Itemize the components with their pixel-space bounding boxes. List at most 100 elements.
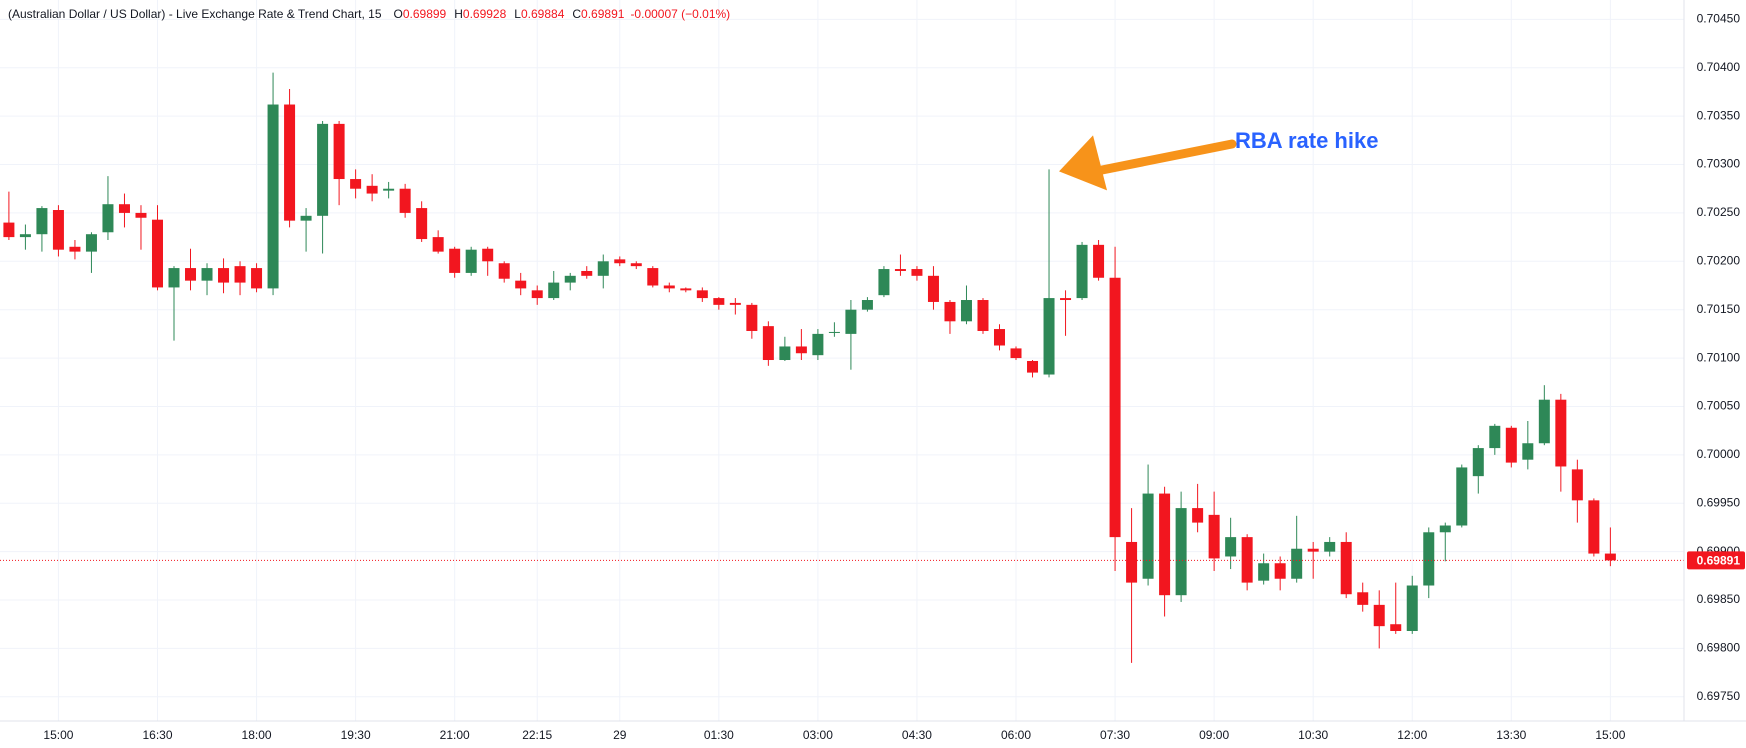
candle-body bbox=[201, 268, 213, 281]
candle-body bbox=[548, 282, 560, 299]
last-price-label: 0.69891 bbox=[1697, 554, 1741, 568]
readout-key: O bbox=[394, 7, 403, 21]
candle-body bbox=[1340, 541, 1352, 595]
candle-body bbox=[1076, 244, 1088, 299]
candle-body bbox=[52, 210, 64, 250]
candle-body bbox=[366, 185, 378, 194]
y-tick-label: 0.70300 bbox=[1697, 157, 1741, 171]
candle-body bbox=[416, 208, 428, 240]
candle-body bbox=[828, 331, 840, 333]
candle-body bbox=[911, 269, 923, 276]
candle-body bbox=[630, 263, 642, 267]
candle-body bbox=[1357, 592, 1369, 605]
x-tick-label: 12:00 bbox=[1397, 728, 1427, 742]
candle-body bbox=[1060, 298, 1072, 301]
candle-body bbox=[994, 329, 1005, 346]
y-tick-label: 0.69750 bbox=[1697, 689, 1741, 703]
readout-key: C bbox=[572, 7, 581, 21]
candle-body bbox=[135, 212, 147, 218]
x-tick-label: 22:15 bbox=[522, 728, 552, 742]
y-tick-label: 0.70050 bbox=[1697, 399, 1741, 413]
candle-body bbox=[465, 249, 477, 273]
candle-body bbox=[713, 298, 725, 305]
y-tick-label: 0.70150 bbox=[1697, 302, 1741, 316]
x-tick-label: 15:00 bbox=[1595, 728, 1625, 742]
candle-body bbox=[383, 188, 395, 191]
candle-body bbox=[1175, 508, 1187, 596]
candle-body bbox=[795, 346, 807, 354]
candle-body bbox=[696, 290, 708, 299]
candle-body bbox=[317, 123, 329, 216]
candle-body bbox=[1142, 493, 1154, 579]
y-tick-label: 0.70450 bbox=[1697, 12, 1741, 26]
candle-body bbox=[19, 234, 31, 238]
candle-body bbox=[1588, 500, 1600, 554]
candle-body bbox=[1373, 604, 1385, 627]
x-tick-label: 21:00 bbox=[440, 728, 470, 742]
candle-body bbox=[1225, 537, 1237, 557]
candle-body bbox=[564, 275, 576, 283]
candle-body bbox=[1307, 548, 1319, 552]
candle-body bbox=[1241, 537, 1253, 583]
candle-body bbox=[1291, 548, 1303, 579]
candle-body bbox=[1439, 525, 1451, 533]
candle-body bbox=[85, 234, 97, 252]
candle-body bbox=[333, 123, 345, 180]
candle-body bbox=[1258, 563, 1270, 581]
last-price-box bbox=[1687, 551, 1745, 570]
x-tick-label: 13:30 bbox=[1496, 728, 1526, 742]
candle-body bbox=[1390, 624, 1402, 631]
candle-body bbox=[680, 288, 692, 291]
candle-body bbox=[300, 215, 312, 221]
candle-body bbox=[1406, 585, 1418, 631]
candle-body bbox=[614, 259, 626, 264]
candle-body bbox=[251, 268, 263, 289]
candle-body bbox=[284, 104, 296, 221]
candle-body bbox=[1274, 563, 1286, 579]
candle-body bbox=[69, 246, 81, 252]
y-tick-label: 0.69850 bbox=[1697, 592, 1741, 606]
candle-body bbox=[218, 268, 230, 283]
candle-body bbox=[482, 248, 494, 262]
candle-body bbox=[1192, 508, 1204, 523]
x-tick-label: 18:00 bbox=[242, 728, 272, 742]
candle-body bbox=[234, 266, 246, 283]
candle-body bbox=[118, 204, 130, 213]
candle-body bbox=[845, 309, 857, 334]
candle-body bbox=[1456, 467, 1468, 526]
candle-body bbox=[515, 280, 527, 289]
readout-value: 0.69884 bbox=[521, 7, 565, 21]
x-tick-label: 09:00 bbox=[1199, 728, 1229, 742]
y-tick-label: 0.70250 bbox=[1697, 205, 1741, 219]
x-tick-label: 04:30 bbox=[902, 728, 932, 742]
candle-body bbox=[977, 300, 989, 331]
candle-body bbox=[861, 300, 873, 310]
candle-body bbox=[1505, 427, 1517, 463]
y-tick-label: 0.70400 bbox=[1697, 60, 1741, 74]
readout-key: L bbox=[514, 7, 521, 21]
y-tick-label: 0.70000 bbox=[1697, 447, 1741, 461]
candle-body bbox=[151, 219, 163, 288]
candle-body bbox=[663, 285, 675, 289]
candle-body bbox=[531, 290, 543, 299]
candle-body bbox=[36, 208, 48, 235]
y-tick-label: 0.70100 bbox=[1697, 350, 1741, 364]
readout-value: 0.69891 bbox=[581, 7, 625, 21]
candle-body bbox=[350, 179, 362, 189]
candle-body bbox=[1538, 399, 1550, 444]
annotation-arrow-shaft bbox=[1087, 139, 1237, 177]
candle-body bbox=[927, 275, 939, 302]
candle-body bbox=[1555, 399, 1567, 467]
candle-body bbox=[449, 248, 461, 273]
x-tick-label: 16:30 bbox=[142, 728, 172, 742]
x-tick-label: 15:00 bbox=[43, 728, 73, 742]
y-tick-label: 0.69950 bbox=[1697, 495, 1741, 509]
candle-body bbox=[1126, 541, 1138, 583]
x-tick-label: 19:30 bbox=[341, 728, 371, 742]
x-tick-label: 29 bbox=[613, 728, 627, 742]
readout-value: 0.69928 bbox=[463, 7, 507, 21]
axes: 0.697500.698000.698500.699000.699500.700… bbox=[43, 12, 1745, 742]
candle-body bbox=[581, 270, 593, 276]
